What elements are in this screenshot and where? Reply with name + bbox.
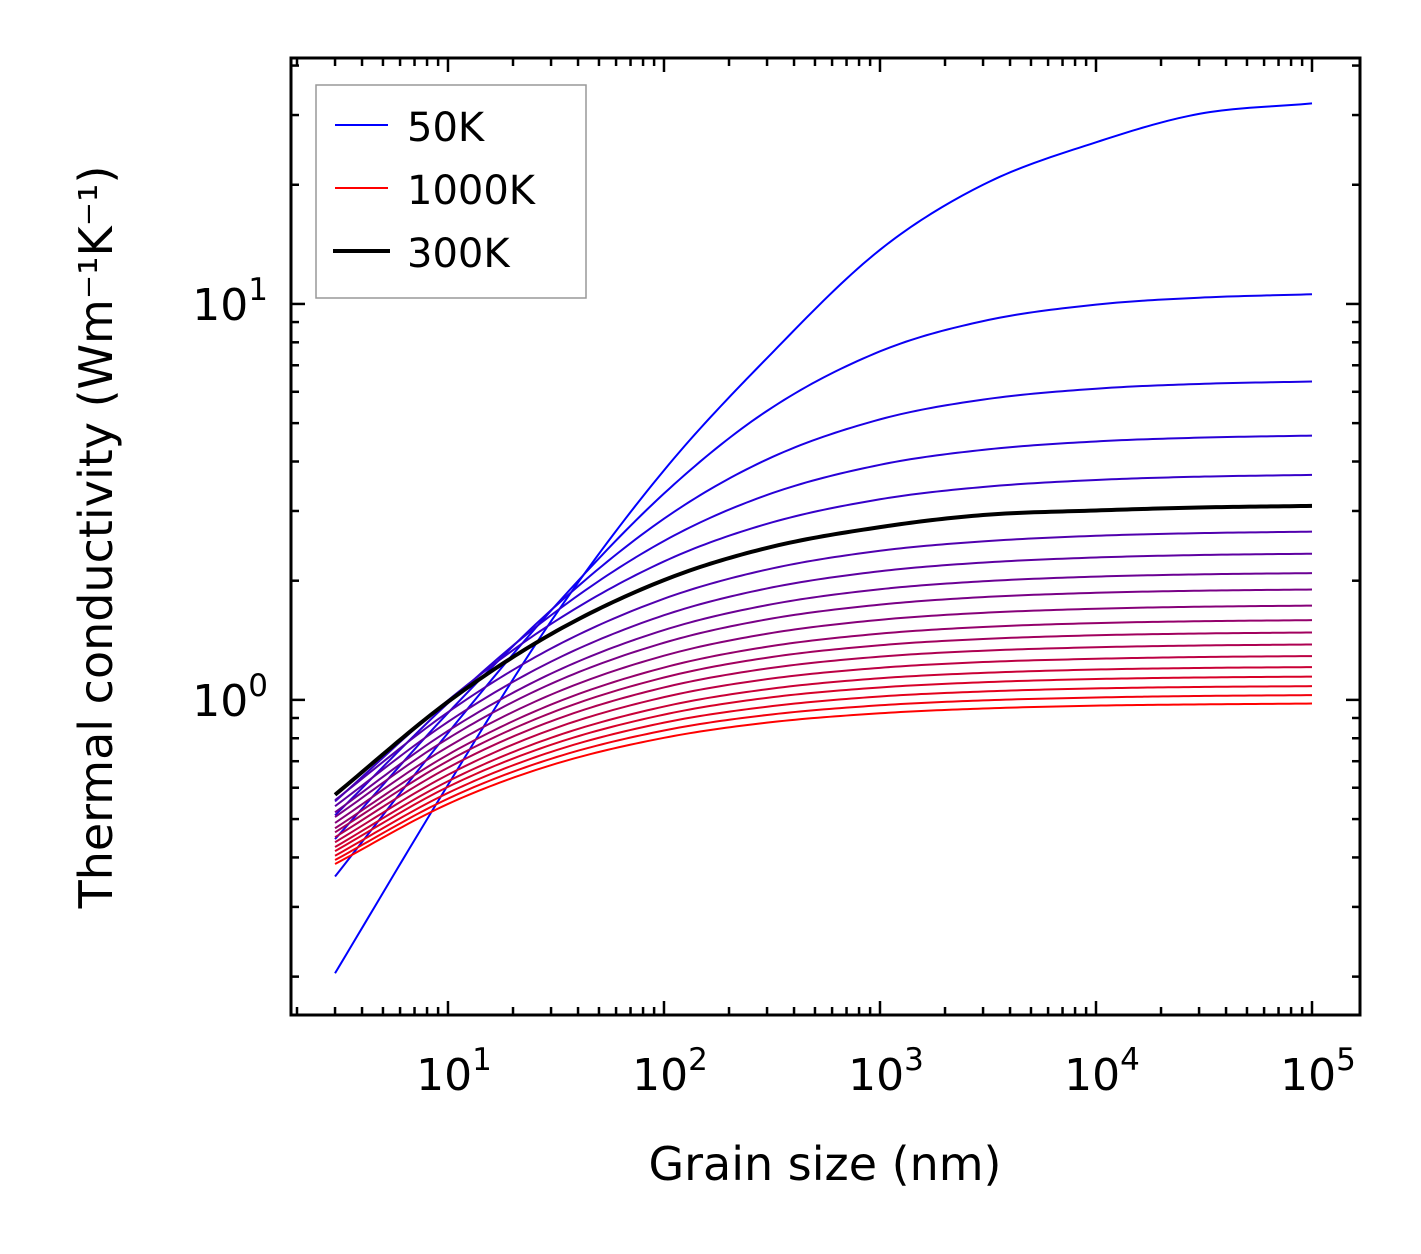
plot-frame	[289, 56, 1362, 1017]
y-tick-label-0: 100	[192, 668, 268, 727]
y-axis-label: Thermal conductivity (Wm⁻¹K⁻¹)	[69, 166, 123, 910]
legend-label-50k: 50K	[407, 105, 486, 151]
series-line-650k	[334, 631, 1313, 834]
legend-box	[315, 84, 587, 299]
series-line-400k	[334, 552, 1313, 807]
x-axis-label: Grain size (nm)	[649, 1137, 1002, 1191]
curves-layer	[333, 102, 1313, 974]
series-line-450k	[334, 572, 1313, 814]
series-line-800k	[334, 666, 1313, 848]
x-tick-label-3: 103	[848, 1042, 924, 1101]
series-line-950k	[334, 694, 1313, 861]
tick-labels-layer: 101 102 103 104 105 100 101	[192, 272, 1356, 1101]
series-line-700k	[334, 643, 1313, 839]
series-line-200k	[334, 434, 1313, 817]
legend: 50K 1000K 300K	[315, 84, 587, 299]
series-line-500k	[334, 588, 1313, 818]
x-tick-label-5: 105	[1280, 1042, 1356, 1101]
series-line-900k	[334, 685, 1313, 857]
x-tick-label-4: 104	[1064, 1042, 1140, 1101]
x-tick-label-2: 102	[632, 1042, 708, 1101]
highlight-line-300k	[333, 503, 1313, 797]
series-line-250k	[334, 473, 1313, 803]
series-line-600k	[334, 619, 1313, 830]
series-line-750k	[334, 655, 1313, 844]
series-line-550k	[334, 604, 1313, 824]
series-line-350k	[334, 530, 1313, 801]
series-line-1000k	[334, 702, 1313, 865]
legend-label-300k: 300K	[407, 231, 511, 277]
y-tick-label-1: 101	[192, 272, 268, 331]
legend-label-1000k: 1000K	[407, 168, 537, 214]
series-line-100k	[334, 293, 1313, 878]
x-tick-label-1: 101	[416, 1042, 492, 1101]
series-line-850k	[334, 675, 1313, 852]
